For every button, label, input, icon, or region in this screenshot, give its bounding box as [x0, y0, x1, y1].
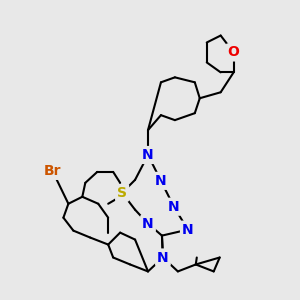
Text: Br: Br — [44, 164, 61, 178]
Text: N: N — [142, 148, 154, 162]
Text: S: S — [117, 186, 127, 200]
Text: N: N — [155, 174, 167, 188]
Text: N: N — [157, 250, 169, 265]
Text: N: N — [142, 217, 154, 231]
Text: O: O — [228, 46, 239, 59]
Text: N: N — [168, 200, 180, 214]
Text: N: N — [182, 223, 194, 237]
